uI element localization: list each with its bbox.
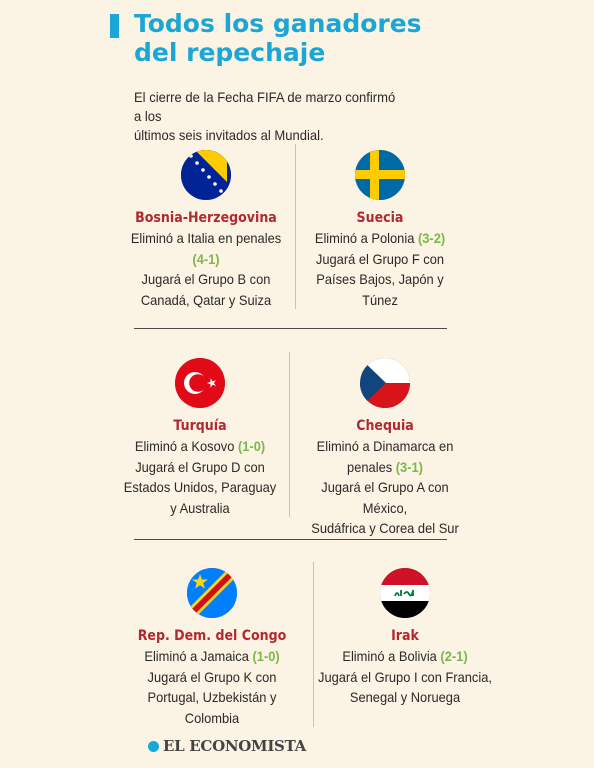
dr-congo-flag-icon [187, 568, 237, 618]
team-card-czechia: Chequia Eliminó a Dinamarca en penales (… [290, 358, 480, 539]
team-name: Suecia [356, 210, 404, 226]
page-title: Todos los ganadores del repechaje [134, 9, 422, 67]
match-score: (3-2) [417, 230, 446, 246]
team-description: Eliminó a Jamaica (1-0) Jugará el Grupo … [144, 648, 280, 726]
team-card-sweden: Suecia Eliminó a Polonia (3-2) Jugará el… [294, 150, 466, 310]
column-divider [295, 144, 296, 309]
intro-text: El cierre de la Fecha FIFA de marzo conf… [134, 89, 396, 143]
brand-mark-icon [148, 740, 159, 752]
match-score: (1-0) [252, 648, 280, 664]
row-divider [134, 539, 447, 540]
title-accent-bar [110, 14, 119, 38]
sweden-flag-icon [355, 150, 405, 200]
column-divider [313, 562, 314, 727]
match-score: (1-0) [237, 438, 266, 454]
team-name: Irak [391, 628, 419, 644]
match-score: (3-1) [395, 458, 423, 475]
iraq-flag-icon [380, 568, 430, 618]
team-description: Eliminó a Kosovo (1-0) Jugará el Grupo D… [123, 438, 277, 516]
team-name: Rep. Dem. del Congo [137, 628, 287, 644]
team-description: Eliminó a Italia en penales (4-1) Jugará… [130, 230, 282, 308]
czechia-flag-icon [360, 358, 410, 408]
team-name: Bosnia-Herzegovina [135, 210, 277, 226]
bosnia-flag-icon [181, 150, 231, 200]
team-card-bosnia: Bosnia-Herzegovina Eliminó a Italia en p… [120, 150, 292, 310]
brand-logo: EL ECONOMISTA [148, 737, 306, 755]
team-card-dr-congo: Rep. Dem. del Congo Eliminó a Jamaica (1… [128, 568, 296, 728]
team-name: Turquía [173, 418, 227, 434]
match-score: (4-1) [192, 250, 220, 267]
row-divider [134, 328, 447, 329]
column-divider [289, 352, 290, 517]
team-description: Eliminó a Polonia (3-2) Jugará el Grupo … [314, 230, 446, 308]
team-description: Eliminó a Bolivia (2-1) Jugará el Grupo … [318, 648, 492, 705]
team-description: Eliminó a Dinamarca en penales (3-1) Jug… [311, 438, 459, 536]
team-name: Chequia [356, 418, 414, 434]
match-score: (2-1) [440, 648, 468, 664]
team-card-iraq: Irak Eliminó a Bolivia (2-1) Jugará el G… [310, 568, 500, 708]
team-card-turkey: Turquía Eliminó a Kosovo (1-0) Jugará el… [110, 358, 290, 518]
turkey-flag-icon [175, 358, 225, 408]
